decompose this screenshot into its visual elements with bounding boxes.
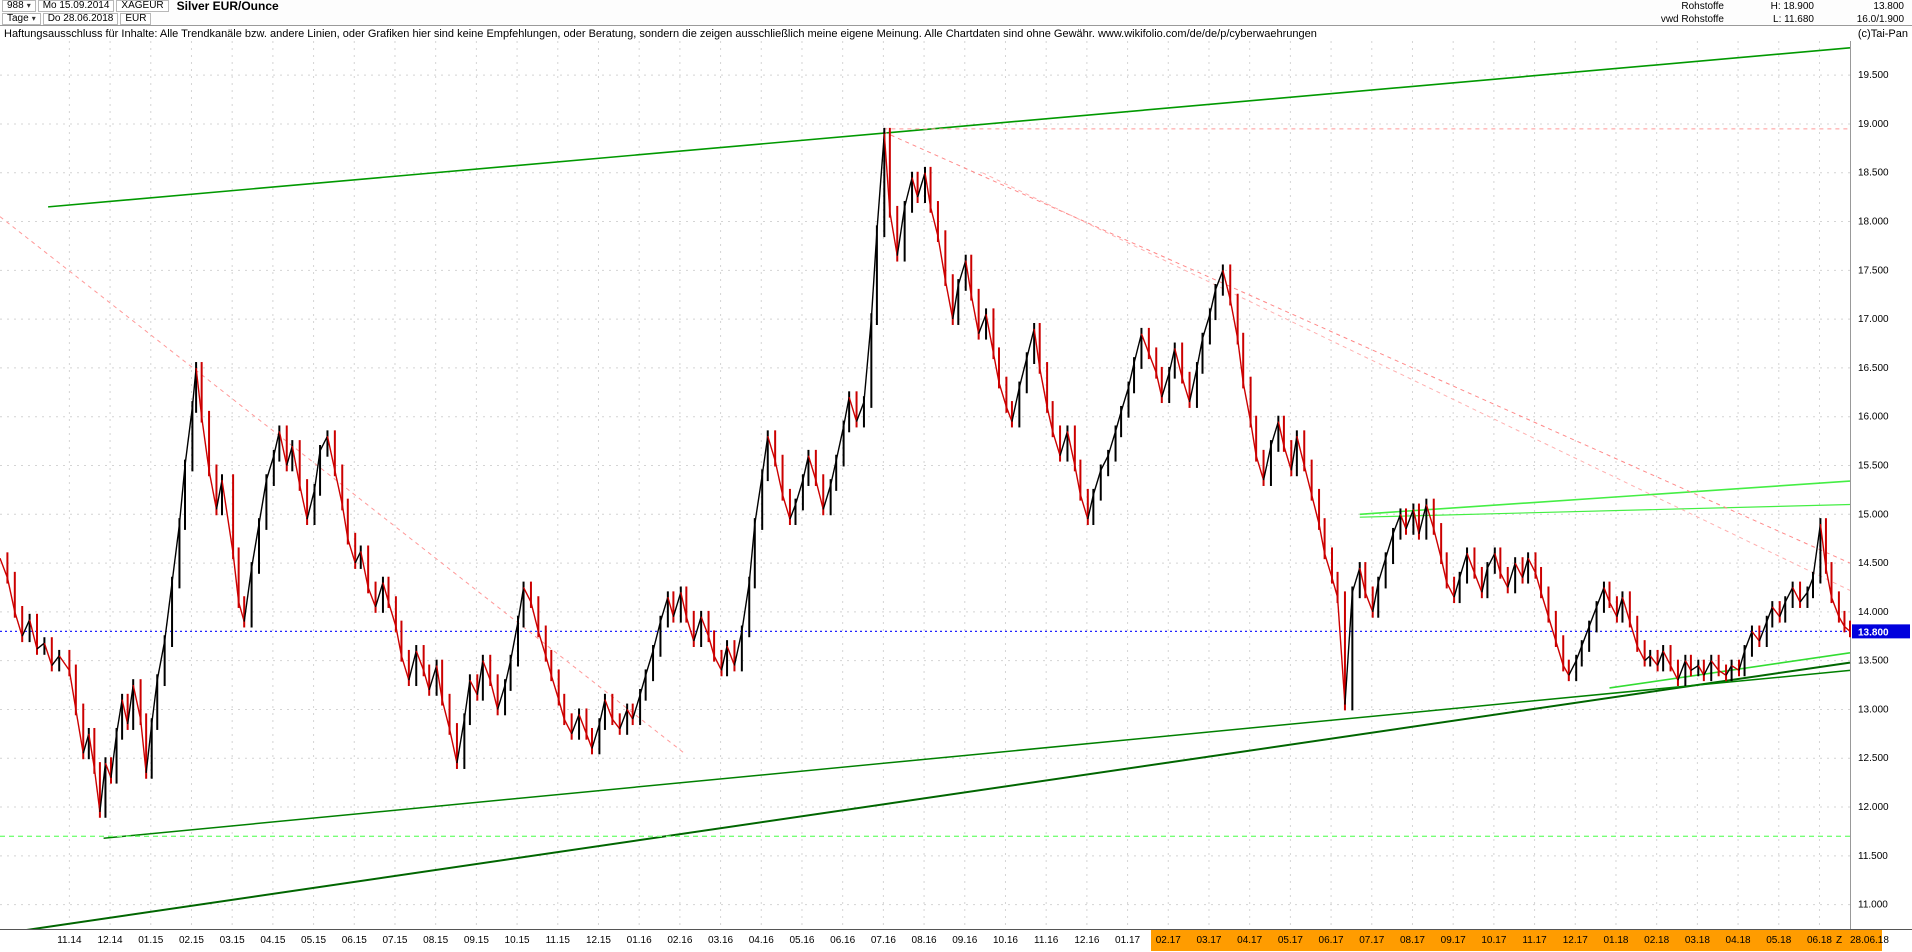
x-axis-label: 01.16 <box>626 935 652 946</box>
x-axis-label: 04.17 <box>1237 935 1263 946</box>
y-axis-label: 19.000 <box>1858 119 1889 130</box>
x-axis-label: 03.17 <box>1196 935 1222 946</box>
x-axis-label: 09.16 <box>952 935 978 946</box>
axis-end-date-label: 28.06.18 <box>1850 935 1889 946</box>
currency-field: EUR <box>120 13 152 25</box>
x-axis-label: 05.18 <box>1766 935 1792 946</box>
x-axis-label: 02.15 <box>178 935 204 946</box>
x-axis-label: 09.15 <box>463 935 489 946</box>
x-axis-label: 03.18 <box>1684 935 1710 946</box>
end-date-field[interactable]: Do 28.06.2018 <box>42 13 119 25</box>
copyright-label: (c)Tai-Pan <box>1857 27 1908 40</box>
start-date-field[interactable]: Mo 15.09.2014 <box>37 0 115 12</box>
y-axis-label: 14.000 <box>1858 607 1889 618</box>
x-axis-label: 04.18 <box>1725 935 1751 946</box>
header-right: Rohstoffe H: 18.900 13.800 vwd Rohstoffe… <box>1655 0 1910 25</box>
x-axis-label: 03.15 <box>219 935 245 946</box>
x-axis-label: 01.18 <box>1603 935 1629 946</box>
y-axis-label: 13.500 <box>1858 656 1889 667</box>
bars-count-value: 988 <box>7 0 24 11</box>
y-axis-label: 15.000 <box>1858 509 1889 520</box>
x-axis-label: 08.17 <box>1399 935 1425 946</box>
price-chart-canvas[interactable]: 19.500 19.000 18.500 18.000 17.500 17.000 16.5… <box>0 41 1912 929</box>
period-dropdown[interactable]: Tage ▾ <box>2 13 41 25</box>
x-axis-label: 03.16 <box>708 935 734 946</box>
period-value: Tage <box>7 13 29 24</box>
y-axis-label: 13.000 <box>1858 704 1889 715</box>
x-axis-label: 05.15 <box>301 935 327 946</box>
x-axis-label: 05.16 <box>789 935 815 946</box>
x-axis-label: 12.14 <box>97 935 123 946</box>
x-axis-label: 04.16 <box>748 935 774 946</box>
chevron-down-icon: ▾ <box>26 1 31 10</box>
y-axis-label: 18.500 <box>1858 168 1889 179</box>
y-axis-label: 19.500 <box>1858 70 1889 81</box>
y-axis-label: 17.500 <box>1858 265 1889 276</box>
extra-quote-value: 16.0/1.900 <box>1856 13 1904 25</box>
x-axis-label: 02.18 <box>1644 935 1670 946</box>
x-axis-label: 10.17 <box>1481 935 1507 946</box>
x-axis-label: 10.15 <box>504 935 530 946</box>
y-axis-label: 18.000 <box>1858 217 1889 228</box>
x-axis-label: 12.17 <box>1562 935 1588 946</box>
disclaimer-text: Haftungsausschluss für Inhalte: Alle Tre… <box>4 27 1317 40</box>
x-axis-label: 10.16 <box>992 935 1018 946</box>
x-axis-label: 11.16 <box>1034 935 1059 946</box>
x-axis-label: 07.15 <box>382 935 408 946</box>
y-axis-label: 16.000 <box>1858 412 1889 423</box>
y-axis-label: 14.500 <box>1858 558 1889 569</box>
range-low-value: L: 11.680 <box>1773 13 1814 25</box>
symbol-field[interactable]: XAGEUR <box>116 0 169 12</box>
chevron-down-icon: ▾ <box>31 14 36 23</box>
disclaimer-bar: Haftungsausschluss für Inhalte: Alle Tre… <box>0 26 1912 41</box>
x-axis-label: 01.17 <box>1115 935 1141 946</box>
last-price-header: 13.800 <box>1873 0 1904 12</box>
x-axis-label: 12.16 <box>1074 935 1100 946</box>
x-axis-label: 11.14 <box>57 935 82 946</box>
bars-count-dropdown[interactable]: 988 ▾ <box>2 0 36 12</box>
x-axis-label: 01.15 <box>138 935 164 946</box>
y-axis-label: 12.500 <box>1858 753 1889 764</box>
zoom-indicator[interactable]: Z <box>1836 935 1843 946</box>
chart-header: 988 ▾ Mo 15.09.2014 XAGEUR Silver EUR/Oun… <box>0 0 1912 26</box>
x-axis-label: 06.16 <box>830 935 856 946</box>
x-axis-label: 02.17 <box>1155 935 1181 946</box>
x-axis-label: 08.15 <box>423 935 449 946</box>
y-axis-label: 11.000 <box>1858 900 1888 911</box>
y-axis-label: 11.500 <box>1858 851 1888 862</box>
y-axis-label: 15.500 <box>1858 460 1889 471</box>
time-axis: 11.14 12.14 01.15 02.15 03.15 04.15 05.15 06.15… <box>0 929 1912 951</box>
x-axis-label: 04.15 <box>260 935 286 946</box>
x-axis-label: 11.15 <box>545 935 570 946</box>
y-axis-label: 17.000 <box>1858 314 1889 325</box>
x-axis-label: 07.16 <box>870 935 896 946</box>
last-price-tag-label: 13.800 <box>1858 627 1889 638</box>
x-axis-label: 06.17 <box>1318 935 1344 946</box>
header-left: 988 ▾ Mo 15.09.2014 XAGEUR Silver EUR/Oun… <box>2 0 279 25</box>
x-axis-label: 06.15 <box>341 935 367 946</box>
data-feed-label: vwd Rohstoffe <box>1660 13 1724 25</box>
x-axis-label: 02.16 <box>667 935 693 946</box>
x-axis-label: 06.18 <box>1806 935 1832 946</box>
x-axis-label: 12.15 <box>585 935 611 946</box>
axis-highlight-band <box>1150 930 1882 951</box>
y-axis-label: 16.500 <box>1858 363 1889 374</box>
chart-area: 19.500 19.000 18.500 18.000 17.500 17.000 16.5… <box>0 41 1912 929</box>
x-axis-label: 11.17 <box>1522 935 1547 946</box>
instrument-title: Silver EUR/Ounce <box>176 0 279 13</box>
x-axis-label: 07.17 <box>1359 935 1385 946</box>
x-axis-label: 08.16 <box>911 935 937 946</box>
x-axis-label: 09.17 <box>1440 935 1466 946</box>
x-axis-label: 05.17 <box>1277 935 1303 946</box>
y-axis-label: 12.000 <box>1858 802 1889 813</box>
last-price-tag <box>1852 624 1910 639</box>
range-high-value: H: 18.900 <box>1770 0 1814 12</box>
data-source-label: Rohstoffe <box>1681 0 1724 12</box>
